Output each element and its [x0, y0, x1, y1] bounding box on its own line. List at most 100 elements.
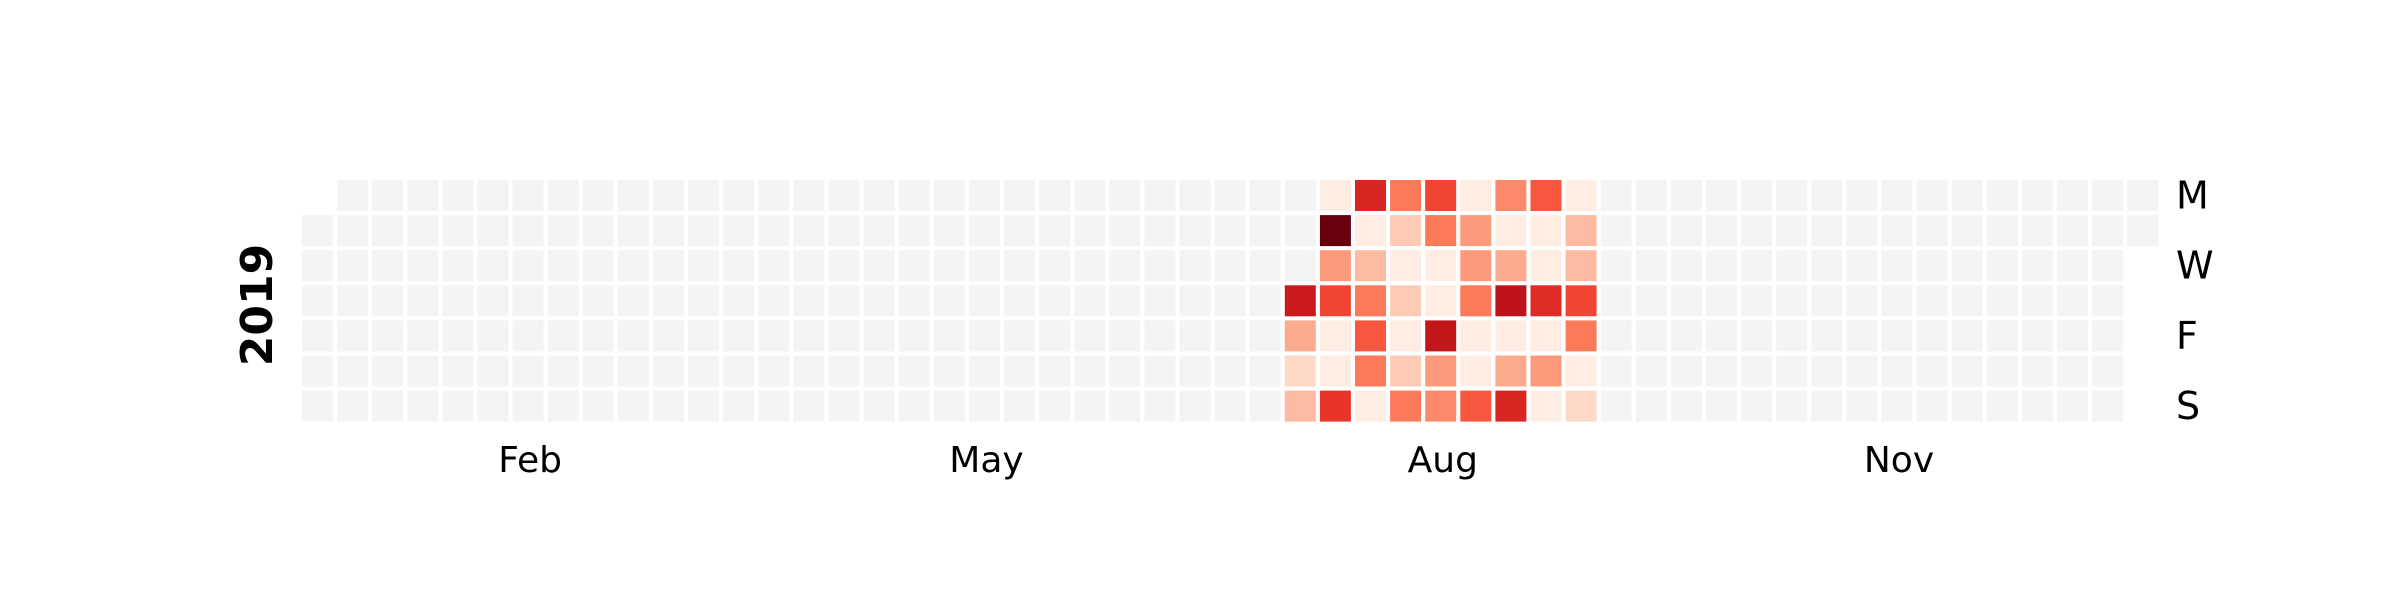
- heatmap-cell: [1916, 355, 1948, 387]
- heatmap-cell: [898, 180, 930, 211]
- heatmap-cell: [407, 320, 439, 352]
- heatmap-cell: [337, 180, 369, 211]
- heatmap-cell: [1706, 390, 1737, 422]
- heatmap-cell: [1355, 285, 1386, 317]
- heatmap-cell: [1249, 250, 1281, 282]
- heatmap-cell: [828, 285, 860, 317]
- heatmap-cell: [372, 285, 404, 317]
- heatmap-cell: [688, 355, 720, 387]
- heatmap-cell: [1811, 390, 1843, 422]
- heatmap-cell: [968, 355, 1000, 387]
- heatmap-cell: [1776, 180, 1808, 211]
- heatmap-cell: [1495, 180, 1527, 211]
- heatmap-cell: [1390, 215, 1422, 247]
- heatmap-cell: [968, 320, 1000, 352]
- heatmap-cell: [582, 390, 614, 422]
- heatmap-cell: [302, 285, 333, 317]
- heatmap-cell: [1355, 320, 1386, 352]
- heatmap-cell: [1144, 180, 1176, 211]
- heatmap-cell: [1846, 285, 1878, 317]
- heatmap-cell: [477, 390, 509, 422]
- heatmap-cell: [793, 250, 825, 282]
- heatmap-cell: [1600, 250, 1632, 282]
- heatmap-cell: [898, 250, 930, 282]
- heatmap-cell: [1986, 285, 2018, 317]
- heatmap-cell: [1039, 355, 1071, 387]
- heatmap-cell: [968, 285, 1000, 317]
- heatmap-cell: [442, 320, 474, 352]
- heatmap-cell: [1355, 250, 1386, 282]
- heatmap-cell: [302, 250, 333, 282]
- heatmap-cell: [1460, 390, 1492, 422]
- heatmap-cell: [2092, 390, 2124, 422]
- heatmap-cell: [1986, 180, 2018, 211]
- heatmap-cell: [1214, 355, 1246, 387]
- heatmap-cell: [302, 215, 333, 247]
- heatmap-cell: [512, 320, 544, 352]
- heatmap-cell: [337, 215, 369, 247]
- heatmap-cell: [1846, 390, 1878, 422]
- heatmap-cell: [2092, 320, 2124, 352]
- heatmap-cell: [617, 285, 649, 317]
- heatmap-cell: [1881, 355, 1913, 387]
- heatmap-cell: [1319, 180, 1351, 211]
- heatmap-cell: [1776, 285, 1808, 317]
- heatmap-cell: [1214, 180, 1246, 211]
- heatmap-cell: [1179, 390, 1211, 422]
- heatmap-cell: [758, 180, 790, 211]
- heatmap-cell: [1249, 355, 1281, 387]
- heatmap-cell: [1741, 285, 1773, 317]
- heatmap-cell: [968, 390, 1000, 422]
- heatmap-cell: [1074, 355, 1106, 387]
- heatmap-cell: [2057, 355, 2088, 387]
- heatmap-cell: [1004, 390, 1035, 422]
- heatmap-cell: [1179, 180, 1211, 211]
- heatmap-cell: [968, 250, 1000, 282]
- heatmap-cell: [653, 320, 684, 352]
- heatmap-cell: [863, 215, 895, 247]
- heatmap-cell: [1319, 390, 1351, 422]
- heatmap-cell: [653, 215, 684, 247]
- heatmap-cell: [1530, 215, 1562, 247]
- heatmap-cell: [2127, 215, 2159, 247]
- heatmap-cell: [653, 285, 684, 317]
- heatmap-cell: [1846, 180, 1878, 211]
- heatmap-cell: [337, 355, 369, 387]
- heatmap-cell: [828, 390, 860, 422]
- heatmap-cell: [688, 390, 720, 422]
- heatmap-cell: [1284, 355, 1316, 387]
- heatmap-cell: [547, 250, 579, 282]
- heatmap-cell: [1074, 285, 1106, 317]
- heatmap-cell: [1284, 215, 1316, 247]
- heatmap-cell: [1495, 355, 1527, 387]
- heatmap-cell: [1600, 180, 1632, 211]
- heatmap-cell: [933, 215, 965, 247]
- heatmap-cell: [617, 320, 649, 352]
- heatmap-cell: [1179, 285, 1211, 317]
- heatmap-cell: [1916, 285, 1948, 317]
- heatmap-cell: [1706, 285, 1737, 317]
- heatmap-cell: [2021, 180, 2053, 211]
- heatmap-cell: [617, 215, 649, 247]
- heatmap-cell: [442, 355, 474, 387]
- heatmap-cell: [1881, 390, 1913, 422]
- heatmap-cell: [1670, 180, 1702, 211]
- heatmap-cell: [828, 320, 860, 352]
- heatmap-cell: [1390, 180, 1422, 211]
- heatmap-cell: [2021, 390, 2053, 422]
- heatmap-cell: [1355, 355, 1386, 387]
- heatmap-cell: [1319, 250, 1351, 282]
- heatmap-cell: [1144, 285, 1176, 317]
- heatmap-cell: [1004, 215, 1035, 247]
- heatmap-cell: [1074, 250, 1106, 282]
- heatmap-cell: [1881, 250, 1913, 282]
- heatmap-cell: [1390, 320, 1422, 352]
- heatmap-cell: [1284, 390, 1316, 422]
- heatmap-cell: [477, 285, 509, 317]
- heatmap-cell: [1951, 215, 1983, 247]
- heatmap-cell: [1600, 285, 1632, 317]
- heatmap-cell: [407, 215, 439, 247]
- heatmap-cell: [1811, 285, 1843, 317]
